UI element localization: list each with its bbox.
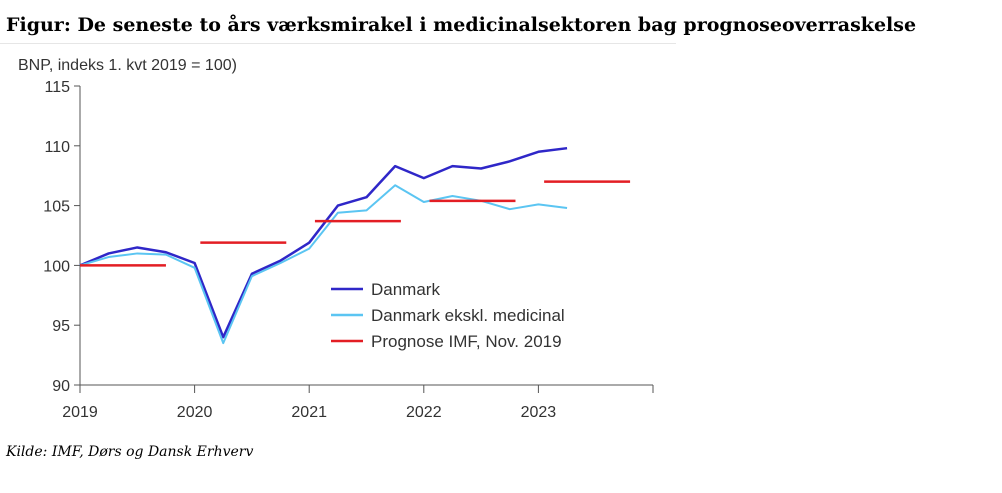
legend-label: Prognose IMF, Nov. 2019 [371, 332, 562, 351]
y-tick-label: 90 [52, 378, 70, 395]
legend-label: Danmark ekskl. medicinal [371, 306, 565, 325]
source-note: Kilde: IMF, Dørs og Dansk Erhverv [6, 444, 254, 460]
y-axis-label: BNP, indeks 1. kvt 2019 = 100) [18, 57, 237, 74]
y-axis: 90 95 100 105 110 115 [43, 79, 81, 395]
y-tick-label: 115 [44, 79, 70, 96]
x-tick-label: 2019 [62, 404, 98, 421]
figure-title: Figur: De seneste to års værksmirakel i … [6, 14, 917, 36]
x-tick-label: 2022 [406, 404, 442, 421]
x-tick-label: 2023 [521, 404, 557, 421]
x-tick-label: 2021 [291, 404, 327, 421]
y-tick-label: 105 [43, 199, 70, 216]
series-line-danmark [79, 146, 568, 339]
y-tick-label: 100 [43, 258, 70, 275]
legend-label: Danmark [371, 280, 440, 299]
series-line-danmark-ekskl-medicinal [79, 184, 568, 345]
series-group [79, 146, 631, 345]
legend: Danmark Danmark ekskl. medicinal Prognose … [331, 280, 565, 351]
title-divider [0, 43, 676, 44]
x-tick-label: 2020 [177, 404, 213, 421]
y-tick-label: 110 [44, 139, 70, 156]
x-axis: 2019 2020 2021 2022 2023 [62, 384, 654, 421]
y-tick-label: 95 [52, 318, 70, 335]
